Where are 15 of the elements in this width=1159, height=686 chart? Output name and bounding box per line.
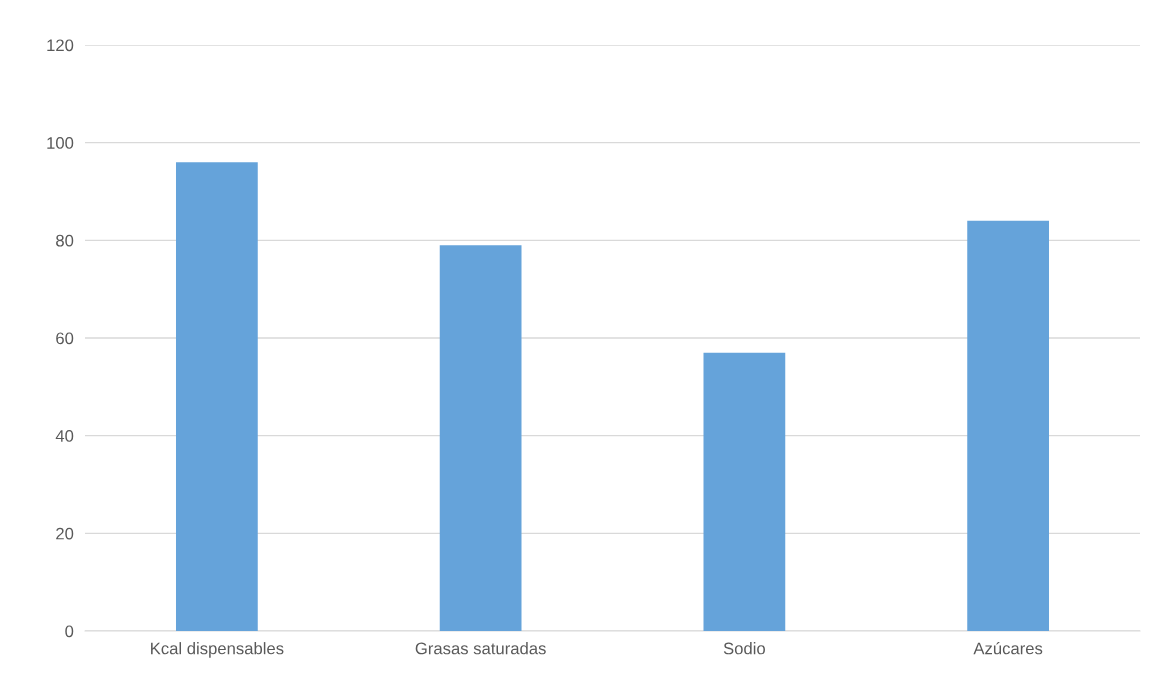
x-tick-label: Sodio — [723, 642, 765, 655]
y-tick-label: 60 — [56, 332, 74, 345]
bar — [175, 162, 258, 631]
y-tick-label: 40 — [55, 430, 74, 442]
y-tick-label: 120 — [47, 39, 74, 52]
y-tick-label: 100 — [47, 137, 74, 149]
x-tick-label: Grasas saturadas — [415, 642, 546, 655]
x-tick-label: Azúcares — [973, 641, 1043, 655]
bar — [967, 220, 1050, 631]
y-tick-label: 20 — [56, 527, 74, 540]
x-tick-label: Kcal dispensables — [151, 642, 284, 658]
bar — [439, 245, 522, 631]
bar — [703, 352, 786, 631]
y-tick-label: 80 — [56, 234, 74, 247]
y-tick-label: 0 — [65, 625, 74, 638]
